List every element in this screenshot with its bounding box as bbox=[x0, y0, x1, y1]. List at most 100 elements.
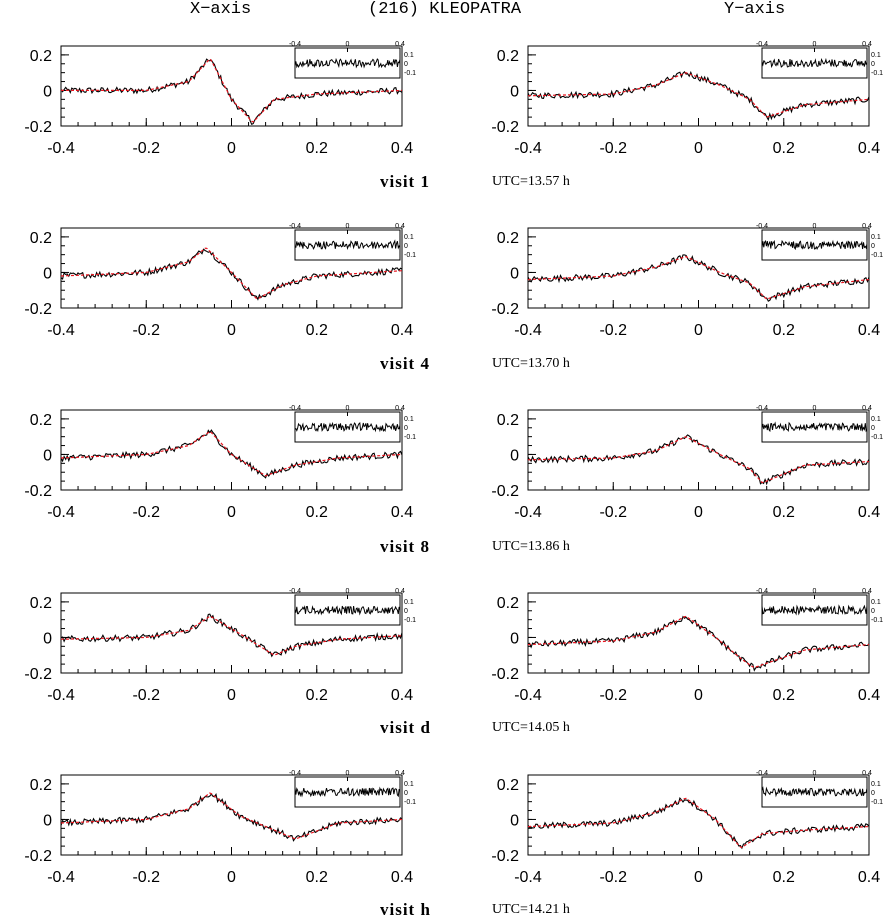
observed-line bbox=[60, 248, 403, 301]
y-tick-label: 0.2 bbox=[30, 595, 52, 612]
inset-x-tick-label: -0.4 bbox=[756, 41, 768, 48]
x-tick-label: -0.2 bbox=[599, 322, 627, 339]
x-tick-label: -0.4 bbox=[514, 140, 542, 157]
y-tick-label: 0.2 bbox=[497, 595, 519, 612]
x-tick-label: -0.2 bbox=[132, 504, 160, 521]
y-tick-label: -0.2 bbox=[491, 666, 519, 683]
x-tick-label: -0.2 bbox=[132, 140, 160, 157]
chart-panel: -0.4 -0.2 0 0.2 0.4 0.2 0 -0.2 -0.4 0 0.4 0.1 0 -0.1 bbox=[491, 770, 883, 886]
x-tick-label: -0.2 bbox=[132, 687, 160, 704]
y-tick-label: 0 bbox=[510, 83, 519, 100]
inset-x-tick-label: 0 bbox=[813, 223, 817, 230]
x-tick-label: 0.4 bbox=[391, 869, 413, 886]
x-tick-label: 0.4 bbox=[391, 504, 413, 521]
model-line bbox=[527, 255, 870, 300]
inset-x-tick-label: 0.4 bbox=[395, 770, 405, 777]
inset-x-tick-label: -0.4 bbox=[289, 588, 301, 595]
inset-x-tick-label: -0.4 bbox=[289, 223, 301, 230]
plot-frame bbox=[60, 409, 403, 491]
inset-x-tick-label: -0.4 bbox=[756, 405, 768, 412]
model-line bbox=[61, 615, 403, 656]
chart-panel: -0.4 -0.2 0 0.2 0.4 0.2 0 -0.2 -0.4 0 0.4 0.1 0 -0.1 bbox=[24, 223, 416, 339]
inset-x-tick-label: 0.4 bbox=[862, 223, 872, 230]
model-line bbox=[60, 430, 403, 477]
plot-frame bbox=[60, 227, 403, 309]
inset-x-tick-label: 0 bbox=[346, 223, 350, 230]
inset-x-tick-label: -0.4 bbox=[756, 770, 768, 777]
visit-label: visit h bbox=[380, 900, 431, 919]
observed-line bbox=[527, 70, 870, 122]
x-tick-label: 0.2 bbox=[773, 322, 795, 339]
chart-panel: -0.4 -0.2 0 0.2 0.4 0.2 0 -0.2 -0.4 0 0.4 0.1 0 -0.1 bbox=[491, 223, 883, 339]
inset-y-tick-label: 0 bbox=[871, 61, 875, 68]
utc-label: UTC=13.86 h bbox=[492, 539, 570, 554]
x-tick-label: 0.2 bbox=[773, 687, 795, 704]
chart-panel: -0.4 -0.2 0 0.2 0.4 0.2 0 -0.2 -0.4 0 0.4 0.1 0 -0.1 bbox=[24, 405, 416, 521]
inset-y-tick-label: 0 bbox=[871, 425, 875, 432]
y-tick-label: 0 bbox=[510, 265, 519, 282]
chart-panel: -0.4 -0.2 0 0.2 0.4 0.2 0 -0.2 -0.4 0 0.4 0.1 0 -0.1 bbox=[24, 588, 416, 704]
x-tick-label: 0 bbox=[227, 869, 236, 886]
x-tick-label: -0.2 bbox=[132, 869, 160, 886]
inset-x-tick-label: 0 bbox=[813, 588, 817, 595]
inset-y-tick-label: 0 bbox=[404, 608, 408, 615]
x-tick-label: -0.4 bbox=[514, 869, 542, 886]
y-tick-label: -0.2 bbox=[491, 119, 519, 136]
chart-panel: -0.4 -0.2 0 0.2 0.4 0.2 0 -0.2 -0.4 0 0.4 0.1 0 -0.1 bbox=[491, 405, 883, 521]
inset-y-tick-label: 0.1 bbox=[404, 234, 414, 241]
inset-y-tick-label: 0 bbox=[871, 608, 875, 615]
residual-line bbox=[294, 421, 401, 433]
x-tick-label: 0.4 bbox=[391, 322, 413, 339]
y-tick-label: -0.2 bbox=[24, 483, 52, 500]
residual-line bbox=[294, 57, 401, 69]
observed-line bbox=[60, 793, 403, 842]
x-tick-label: -0.4 bbox=[47, 140, 75, 157]
utc-label: UTC=14.05 h bbox=[492, 720, 570, 735]
residual-line bbox=[761, 57, 868, 69]
header-y-axis: Y−axis bbox=[724, 0, 786, 19]
visit-label: visit d bbox=[380, 718, 431, 737]
residual-line bbox=[761, 421, 868, 433]
x-tick-label: -0.2 bbox=[599, 140, 627, 157]
inset-x-tick-label: 0 bbox=[813, 770, 817, 777]
plot-frame bbox=[527, 409, 870, 491]
plot-frame bbox=[60, 592, 403, 674]
inset-y-tick-label: 0.1 bbox=[404, 599, 414, 606]
x-tick-label: -0.4 bbox=[47, 504, 75, 521]
chart-panel: -0.4 -0.2 0 0.2 0.4 0.2 0 -0.2 -0.4 0 0.4 0.1 0 -0.1 bbox=[24, 41, 416, 157]
visit-label: visit 1 bbox=[380, 172, 430, 191]
residual-line bbox=[295, 239, 401, 250]
x-tick-label: 0.4 bbox=[858, 140, 880, 157]
chart-panel: -0.4 -0.2 0 0.2 0.4 0.2 0 -0.2 -0.4 0 0.4 0.1 0 -0.1 bbox=[24, 770, 416, 886]
x-tick-label: -0.2 bbox=[132, 322, 160, 339]
x-tick-label: -0.4 bbox=[514, 322, 542, 339]
plot-frame bbox=[60, 774, 403, 856]
chart-panel: -0.4 -0.2 0 0.2 0.4 0.2 0 -0.2 -0.4 0 0.4 0.1 0 -0.1 bbox=[491, 41, 883, 157]
x-tick-label: 0 bbox=[227, 140, 236, 157]
residual-line bbox=[294, 786, 401, 798]
inset-y-tick-label: 0 bbox=[404, 790, 408, 797]
x-tick-label: -0.4 bbox=[47, 869, 75, 886]
inset-x-tick-label: 0 bbox=[346, 770, 350, 777]
y-tick-label: -0.2 bbox=[491, 301, 519, 318]
y-tick-label: 0.2 bbox=[30, 230, 52, 247]
x-tick-label: 0.2 bbox=[773, 504, 795, 521]
inset-y-tick-label: 0 bbox=[871, 243, 875, 250]
inset-y-tick-label: 0.1 bbox=[871, 781, 881, 788]
y-tick-label: 0.2 bbox=[497, 48, 519, 65]
inset-y-tick-label: 0.1 bbox=[871, 599, 881, 606]
y-tick-label: 0 bbox=[43, 83, 52, 100]
x-tick-label: -0.4 bbox=[514, 504, 542, 521]
y-tick-label: 0 bbox=[43, 265, 52, 282]
y-tick-label: -0.2 bbox=[24, 848, 52, 865]
x-tick-label: 0.4 bbox=[858, 869, 880, 886]
inset-frame bbox=[294, 776, 401, 808]
observed-line bbox=[60, 613, 403, 658]
inset-y-tick-label: 0.1 bbox=[871, 234, 881, 241]
x-tick-label: 0.4 bbox=[858, 504, 880, 521]
inset-y-tick-label: -0.1 bbox=[404, 617, 416, 624]
x-tick-label: 0.2 bbox=[306, 687, 328, 704]
observed-line bbox=[527, 797, 870, 850]
y-tick-label: 0.2 bbox=[30, 48, 52, 65]
observed-line bbox=[527, 615, 870, 672]
